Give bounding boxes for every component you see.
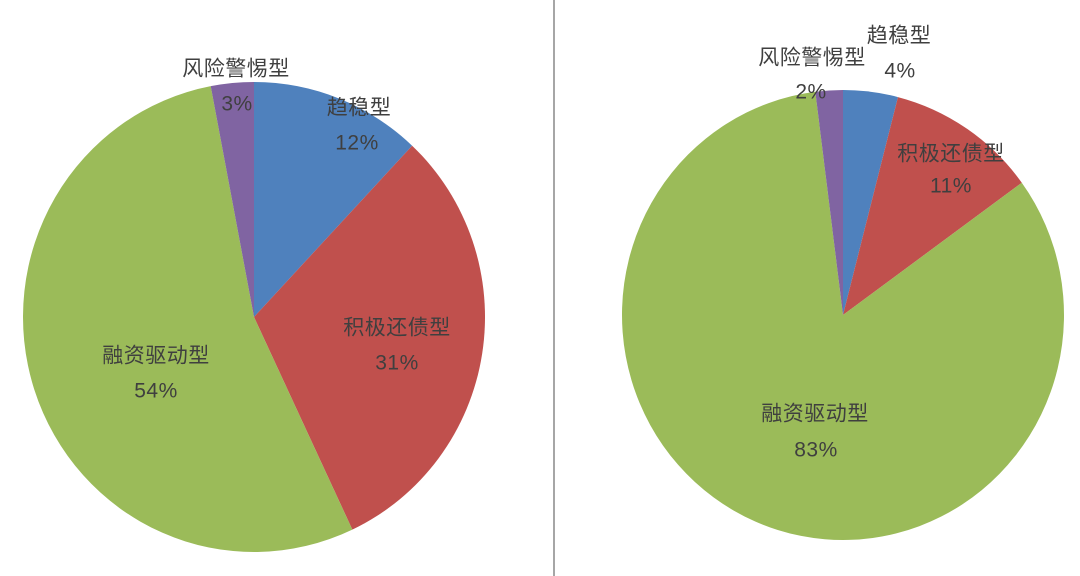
left-pie-financing-driven-name-label: 融资驱动型	[102, 344, 210, 368]
left-pie-risk-alert-percent-label: 3%	[221, 92, 253, 116]
left-pie-active-repayment-name-label: 积极还债型	[343, 316, 451, 340]
right-pie	[622, 90, 1064, 540]
right-pie-slice-risk-alert	[815, 90, 843, 315]
panel-divider	[553, 0, 555, 576]
left-pie	[22, 82, 485, 553]
left-pie-slice-risk-alert	[210, 82, 254, 317]
right-pie-stable-name-label: 趋稳型	[866, 24, 932, 48]
right-pie-active-repayment-name-label: 积极还债型	[897, 142, 1005, 166]
right-pie-risk-alert-name-label: 风险警惕型	[758, 46, 866, 70]
left-pie-slice-financing-driven	[22, 86, 353, 553]
left-pie-stable-name-label: 趋稳型	[326, 96, 392, 120]
right-pie-slice-financing-driven	[622, 91, 1064, 540]
right-pie-stable-percent-label: 4%	[884, 59, 916, 83]
right-pie-financing-driven-name-label: 融资驱动型	[761, 402, 869, 426]
right-pie-slice-active-repayment	[843, 97, 1022, 315]
left-pie-slice-stable	[254, 82, 413, 317]
right-pie-risk-alert-percent-label: 2%	[795, 80, 827, 104]
right-pie-active-repayment-percent-label: 11%	[930, 174, 972, 198]
left-pie-stable-percent-label: 12%	[335, 131, 379, 155]
left-pie-active-repayment-percent-label: 31%	[375, 351, 419, 375]
left-pie-slice-active-repayment	[254, 145, 485, 530]
left-pie-financing-driven-percent-label: 54%	[134, 379, 178, 403]
right-pie-financing-driven-percent-label: 83%	[794, 438, 838, 462]
left-pie-risk-alert-name-label: 风险警惕型	[182, 57, 290, 81]
right-pie-slice-stable	[843, 90, 898, 315]
